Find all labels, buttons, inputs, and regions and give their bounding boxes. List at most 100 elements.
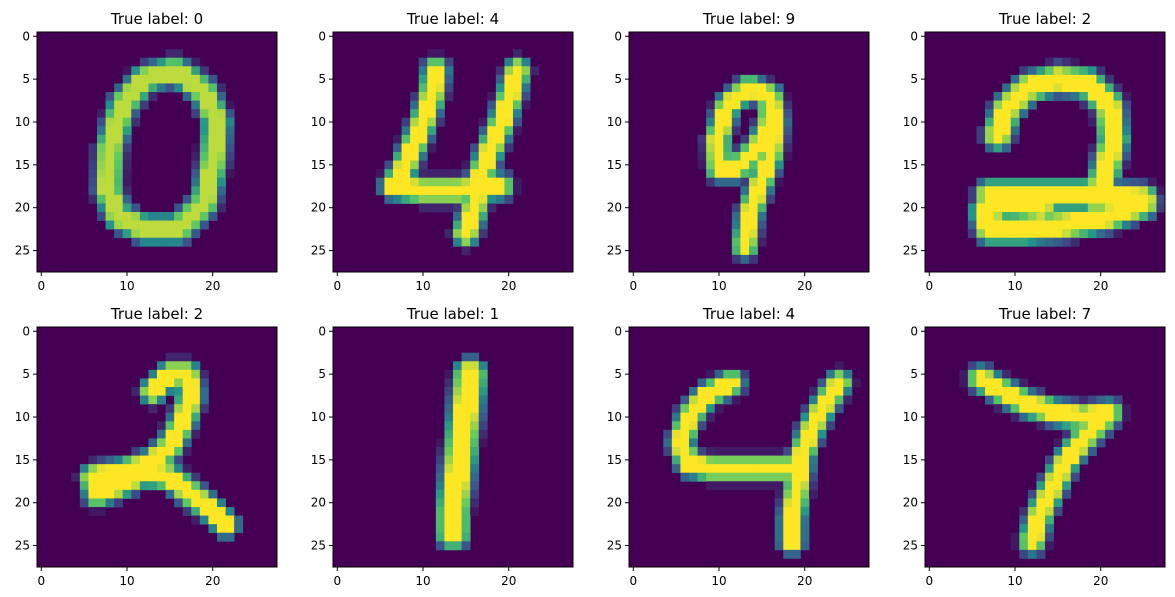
pixel bbox=[199, 109, 209, 119]
pixel bbox=[1053, 74, 1063, 84]
pixel bbox=[809, 481, 818, 491]
pixel bbox=[993, 100, 1003, 110]
pixel bbox=[706, 387, 716, 396]
pixel bbox=[410, 109, 420, 119]
pixel bbox=[435, 515, 445, 525]
pixel bbox=[706, 117, 716, 127]
pixel bbox=[478, 220, 488, 230]
pixel bbox=[1087, 194, 1097, 204]
y-tick-label: 15 bbox=[15, 453, 30, 467]
pixel bbox=[766, 143, 776, 153]
pixel bbox=[1087, 212, 1097, 221]
y-tick-label: 15 bbox=[311, 453, 326, 467]
pixel bbox=[1010, 404, 1020, 414]
pixel bbox=[199, 212, 209, 221]
pixel bbox=[1019, 404, 1029, 414]
pixel bbox=[453, 177, 462, 187]
pixel bbox=[697, 143, 707, 153]
pixel bbox=[723, 177, 733, 187]
pixel bbox=[1113, 152, 1123, 161]
pixel bbox=[783, 464, 793, 474]
pixel bbox=[791, 524, 801, 534]
pixel bbox=[444, 83, 454, 93]
pixel bbox=[182, 57, 192, 67]
pixel bbox=[157, 378, 166, 388]
y-tick-label: 20 bbox=[607, 496, 622, 510]
axes-frame bbox=[924, 31, 1166, 273]
pixel bbox=[182, 74, 192, 84]
pixel bbox=[731, 369, 741, 379]
pixel bbox=[165, 455, 175, 465]
pixel bbox=[757, 237, 767, 247]
pixel bbox=[174, 481, 184, 491]
pixel bbox=[1027, 203, 1037, 213]
pixel bbox=[1122, 404, 1132, 414]
pixel bbox=[740, 447, 750, 456]
pixel bbox=[191, 421, 201, 431]
pixel bbox=[766, 464, 776, 474]
pixel bbox=[199, 220, 209, 230]
pixel bbox=[182, 481, 192, 491]
y-tick-label: 10 bbox=[607, 115, 622, 129]
pixel bbox=[1036, 472, 1046, 482]
pixel bbox=[1027, 524, 1037, 534]
pixel bbox=[774, 489, 784, 499]
pixel bbox=[706, 447, 716, 456]
pixel bbox=[985, 378, 994, 388]
pixel bbox=[783, 92, 793, 101]
pixel bbox=[1010, 395, 1020, 405]
pixel bbox=[783, 117, 793, 127]
y-tick-label: 5 bbox=[614, 72, 622, 86]
pixel bbox=[1096, 229, 1106, 239]
pixel bbox=[97, 481, 106, 491]
pixel bbox=[208, 524, 218, 534]
pixel bbox=[731, 212, 741, 221]
pixel bbox=[766, 472, 776, 482]
pixel bbox=[1096, 160, 1106, 170]
pixel bbox=[1019, 515, 1029, 525]
pixel bbox=[401, 186, 411, 196]
pixel bbox=[993, 220, 1003, 230]
pixel bbox=[671, 438, 681, 448]
pixel bbox=[191, 100, 201, 110]
pixel bbox=[122, 212, 132, 221]
pixel bbox=[671, 429, 681, 439]
pixel bbox=[478, 395, 488, 405]
pixel bbox=[174, 429, 184, 439]
pixel bbox=[470, 481, 480, 491]
pixel bbox=[461, 412, 471, 422]
y-tick-label: 0 bbox=[614, 29, 622, 43]
pixel bbox=[689, 387, 698, 396]
x-tick-label: 0 bbox=[925, 279, 933, 293]
pixel bbox=[1010, 83, 1020, 93]
pixel bbox=[453, 464, 462, 474]
pixel bbox=[114, 455, 124, 465]
pixel bbox=[1062, 220, 1072, 230]
pixel bbox=[191, 109, 201, 119]
pixel bbox=[749, 126, 758, 136]
pixel bbox=[1045, 498, 1054, 508]
pixel bbox=[97, 498, 106, 508]
pixel bbox=[1062, 212, 1072, 221]
pixel bbox=[199, 378, 209, 388]
pixel bbox=[444, 229, 454, 239]
pixel bbox=[791, 507, 801, 516]
pixel bbox=[1002, 92, 1012, 101]
pixel bbox=[88, 194, 98, 204]
x-tick-label: 20 bbox=[797, 279, 812, 293]
pixel bbox=[148, 66, 158, 76]
pixel bbox=[1122, 194, 1132, 204]
pixel bbox=[410, 160, 420, 170]
pixel bbox=[1079, 92, 1089, 101]
pixel bbox=[157, 429, 166, 439]
y-tick-label: 5 bbox=[22, 367, 30, 381]
pixel bbox=[504, 186, 514, 196]
pixel bbox=[766, 134, 776, 144]
pixel bbox=[1113, 83, 1123, 93]
pixel bbox=[131, 387, 141, 396]
pixel bbox=[157, 369, 166, 379]
pixel bbox=[1079, 404, 1089, 414]
pixel bbox=[1122, 117, 1132, 127]
pixel bbox=[1105, 152, 1114, 161]
pixel bbox=[114, 481, 124, 491]
